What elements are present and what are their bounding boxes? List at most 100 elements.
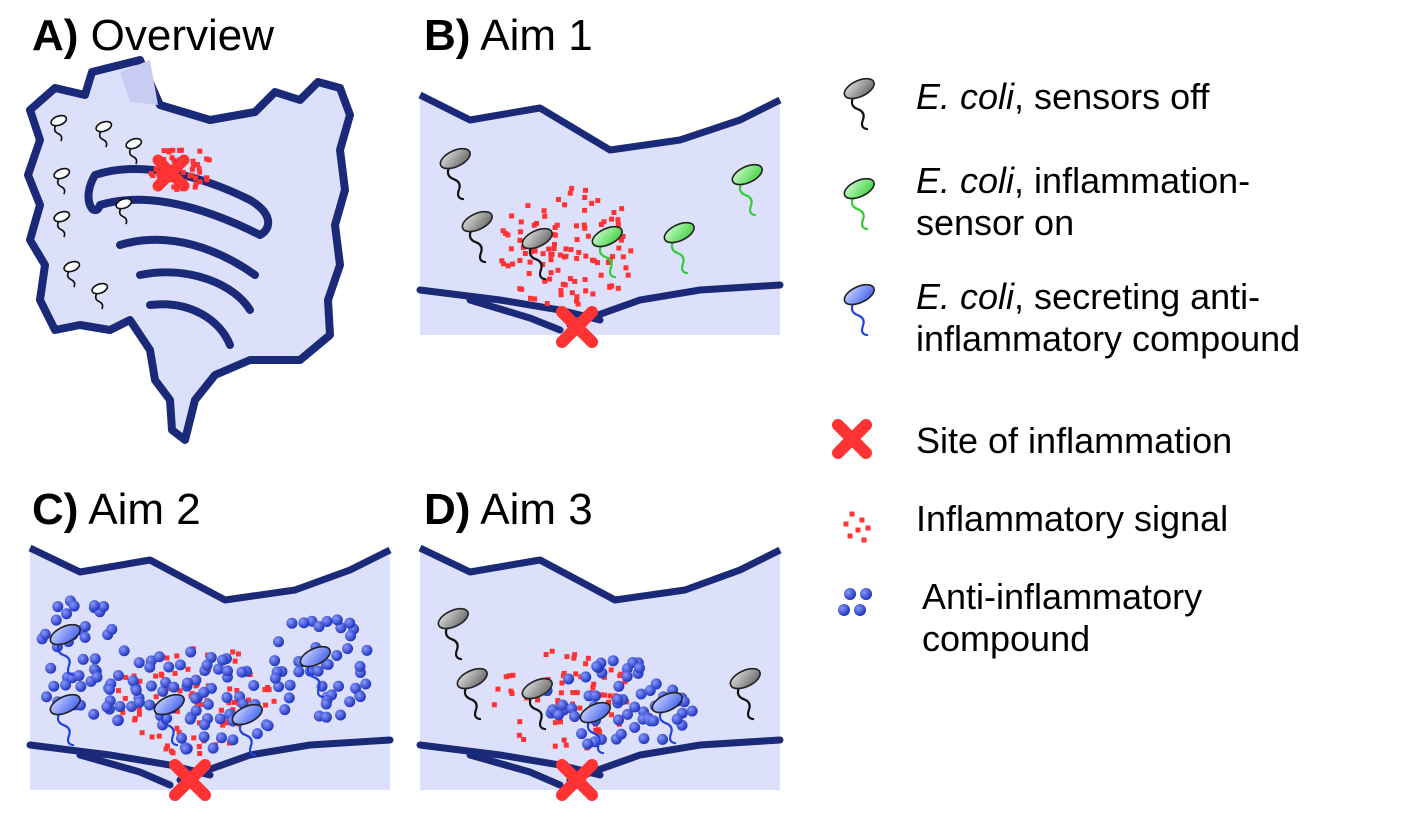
- bacterium-icon: [49, 693, 81, 747]
- compound-dot: [860, 588, 872, 600]
- signal-dot: [518, 219, 524, 225]
- signal-dot: [555, 698, 561, 704]
- compound-dot: [590, 690, 602, 702]
- signal-dot: [505, 263, 511, 269]
- signal-dot: [554, 222, 560, 228]
- signal-dot: [567, 190, 573, 196]
- compound-dot: [298, 617, 310, 629]
- signal-dot: [525, 203, 531, 209]
- signal-dot: [518, 229, 524, 235]
- signal-dot: [185, 666, 191, 672]
- panel-d-label: Aim 3: [480, 485, 593, 534]
- compound-dot: [127, 675, 139, 687]
- compound-dot: [269, 672, 281, 684]
- compound-dot: [40, 691, 52, 703]
- signal-dot: [574, 255, 580, 261]
- signal-dot: [156, 733, 162, 739]
- signal-dot: [563, 246, 569, 252]
- panel-a-inflammation-x: [152, 154, 190, 192]
- signal-dot: [197, 750, 203, 756]
- compound-dot: [629, 721, 641, 733]
- panel-d-tissue: [416, 544, 784, 801]
- compound-dot: [114, 700, 126, 712]
- compound-dot: [671, 713, 683, 725]
- bacterium-icon: [461, 210, 493, 264]
- panel-a-letter: A): [32, 11, 79, 60]
- compound-dot: [61, 608, 73, 620]
- signal-dot: [865, 525, 871, 531]
- compound-dot: [215, 732, 227, 744]
- signal-dot: [620, 233, 626, 239]
- legend-site-x-icon: [832, 419, 872, 459]
- signal-dot: [591, 681, 597, 687]
- signal-dot: [527, 295, 533, 301]
- compound-dot: [104, 683, 116, 695]
- signal-dot: [567, 276, 573, 282]
- signal-dot: [583, 187, 589, 193]
- compound-dot: [198, 686, 210, 698]
- signal-dot: [560, 673, 566, 679]
- compound-dot: [190, 705, 202, 717]
- compound-dot: [635, 688, 647, 700]
- signal-dot: [500, 261, 506, 267]
- signal-dot: [847, 533, 853, 539]
- compound-dot: [629, 701, 641, 713]
- signal-dot: [163, 746, 169, 752]
- bacterium-icon: [49, 623, 81, 677]
- compound-dot: [342, 643, 354, 655]
- legend-sensor-on: E. coli, inflammation- sensor on: [916, 160, 1250, 244]
- compound-dot: [569, 711, 581, 723]
- bacterium-icon: [729, 667, 761, 721]
- bacterium-icon: [53, 210, 71, 238]
- compound-dot: [175, 732, 187, 744]
- signal-dot: [573, 298, 579, 304]
- signal-dot: [271, 698, 277, 704]
- signal-dot: [855, 527, 861, 533]
- signal-dot: [595, 727, 601, 733]
- compound-dot: [293, 666, 305, 678]
- signal-dot: [169, 155, 175, 161]
- signal-dot: [189, 691, 195, 697]
- signal-dot: [608, 667, 614, 673]
- signal-dot: [601, 219, 607, 225]
- signal-dot: [540, 251, 546, 257]
- signal-dot: [220, 722, 226, 728]
- compound-dot: [552, 709, 564, 721]
- signal-dot: [558, 719, 564, 725]
- signal-dot: [615, 222, 621, 228]
- signal-dot: [559, 680, 565, 686]
- signal-dot: [590, 684, 596, 690]
- signal-dot: [153, 694, 159, 700]
- bacterium-icon: [456, 667, 488, 721]
- signal-dot: [517, 258, 523, 264]
- legend-signal-icon: [843, 511, 871, 543]
- signal-dot: [495, 686, 501, 692]
- signal-dot: [593, 727, 599, 733]
- signal-dot: [542, 278, 548, 284]
- compound-dot: [214, 713, 226, 725]
- compound-dot: [844, 588, 856, 600]
- bacterium-icon: [299, 645, 331, 699]
- signal-dot: [532, 248, 538, 254]
- signal-dot: [196, 166, 202, 172]
- compound-dot: [613, 714, 625, 726]
- signal-dot: [558, 292, 564, 298]
- signal-dot: [843, 521, 849, 527]
- signal-dot: [540, 261, 546, 267]
- compound-dot: [79, 621, 91, 633]
- panel-d-inflammation-x: [556, 759, 598, 801]
- signal-dot: [542, 213, 548, 219]
- signal-dot: [561, 737, 567, 743]
- compound-dot: [88, 708, 100, 720]
- signal-dot: [136, 711, 142, 717]
- signal-dot: [532, 296, 538, 302]
- bacterium-icon: [521, 677, 553, 731]
- compound-dot: [221, 692, 233, 704]
- compound-dot: [184, 713, 196, 725]
- compound-dot: [133, 657, 145, 669]
- compound-dot: [854, 604, 866, 616]
- compound-dot: [563, 673, 575, 685]
- signal-dot: [161, 148, 167, 154]
- compound-dot: [262, 720, 274, 732]
- legend-signal: Inflammatory signal: [916, 498, 1228, 540]
